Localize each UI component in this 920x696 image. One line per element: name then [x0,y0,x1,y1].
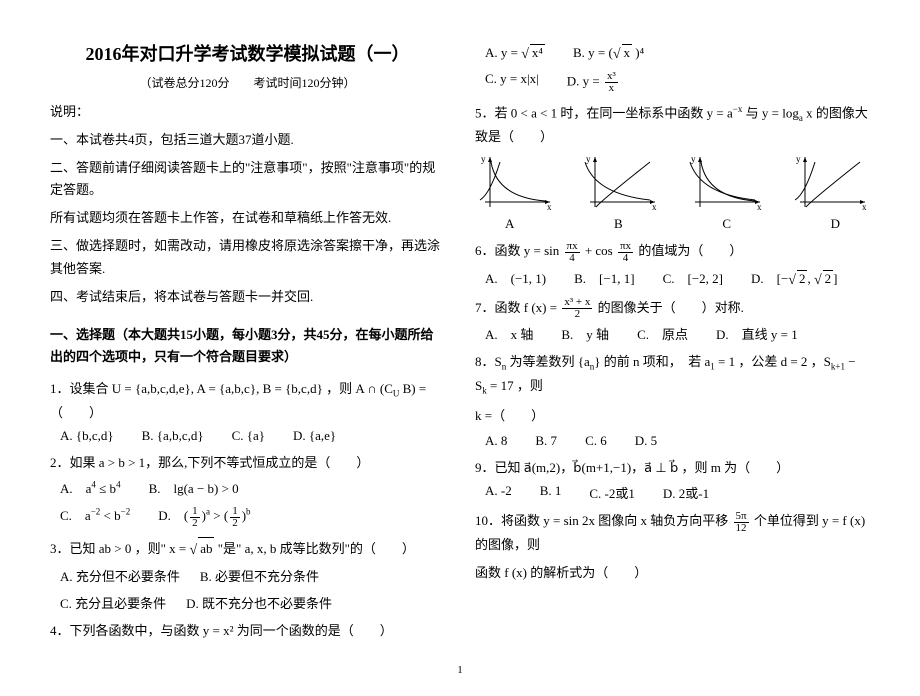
opt: A. {b,c,d} [60,428,114,444]
opt: B. 1 [540,483,562,502]
section-heading: 一、选择题（本大题共15小题，每小题3分，共45分，在每小题所给出的四个选项中，… [50,324,445,368]
q8-stem: 8．Sn 为等差数列 {an} 的前 n 项和， 若 a1 = 1 ，公差 d … [475,351,870,399]
q5-graphs: xy xy xy xy [475,152,870,212]
q3-stem: 3．已知 ab > 0 ，则" x = √ab "是" a, x, b 成等比数… [50,537,445,563]
opt: B. [−1, 1] [574,268,634,289]
q2-stem: 2．如果 a > b > 1，那么,下列不等式恒成立的是（ ） [50,452,445,474]
opt: D. 5 [635,433,657,449]
opt: D. 2或-1 [663,483,709,502]
subtitle: （试卷总分120分 考试时间120分钟） [50,74,445,91]
intro-line: 三、做选择题时，如需改动，请用橡皮将原选涂答案擦干净，再选涂其他答案. [50,235,445,279]
intro-line: 二、答题前请仔细阅读答题卡上的"注意事项"，按照"注意事项"的规定答题。 [50,157,445,201]
opt: A. (−1, 1) [485,268,546,289]
graph-c: xy [685,152,765,212]
page-number: 1 [50,664,870,676]
opt: C. a−2 < b−2 [60,505,130,529]
q3-options: A. 充分但不必要条件 B. 必要但不充分条件 [60,566,445,585]
opt: C. y = x|x| [485,71,539,94]
opt: C. 6 [585,433,607,449]
q7-stem: 7．函数 f (x) = x³ + x2 的图像关于（ ）对称. [475,297,870,321]
q10-line2: 函数 f (x) 的解析式为（ ） [475,562,870,584]
opt: C. 充分且必要条件 [60,593,166,612]
opt: A. -2 [485,483,512,502]
svg-text:x: x [757,202,762,212]
svg-text:y: y [481,154,486,164]
opt: B. y = (√x )⁴ [573,44,644,63]
page-title: 2016年对口升学考试数学模拟试题（一） [50,40,445,66]
q9-stem: 9．已知 a⃗(m,2)，b⃗(m+1,−1)，a⃗ ⊥ b⃗ ，则 m 为（ … [475,457,870,479]
opt: D. 直线 y = 1 [716,324,798,343]
opt: B. lg(a − b) > 0 [149,478,239,497]
opt: D. y = x³x [567,71,620,94]
opt: B. 7 [535,433,557,449]
graph-b: xy [580,152,660,212]
opt: A [505,216,514,232]
q1-options: A. {b,c,d} B. {a,b,c,d} C. {a} D. {a,e} [60,428,445,444]
opt: C. -2或1 [589,483,635,502]
opt: A. a4 ≤ b4 [60,478,121,497]
opt: D. {a,e} [293,428,336,444]
opt: C [722,216,731,232]
q8-kline: k =（ ） [475,405,870,427]
svg-text:x: x [547,202,552,212]
opt: A. x 轴 [485,324,533,343]
q2-options2: C. a−2 < b−2 D. (12)a > (12)b [60,505,445,529]
q5-stem: 5．若 0 < a < 1 时，在同一坐标系中函数 y = a−x 与 y = … [475,102,870,148]
opt: D. 既不充分也不必要条件 [186,593,332,612]
q4-options: A. y = √x⁴ B. y = (√x )⁴ [485,44,870,63]
q6-stem: 6．函数 y = sin πx4 + cos πx4 的值域为（ ） [475,240,870,264]
q6-options: A. (−1, 1) B. [−1, 1] C. [−2, 2] D. [−√2… [485,268,870,289]
opt: B. {a,b,c,d} [142,428,204,444]
q1-stem: 1．设集合 U = {a,b,c,d,e}, A = {a,b,c}, B = … [50,378,445,424]
q8-options: A. 8 B. 7 C. 6 D. 5 [485,433,870,449]
q7-options: A. x 轴 B. y 轴 C. 原点 D. 直线 y = 1 [485,324,870,343]
graph-a: xy [475,152,555,212]
svg-text:y: y [691,154,696,164]
q10-stem: 10．将函数 y = sin 2x 图像向 x 轴负方向平移 5π12 个单位得… [475,510,870,556]
intro-line: 四、考试结束后，将本试卷与答题卡一并交回. [50,286,445,308]
q4-options2: C. y = x|x| D. y = x³x [485,71,870,94]
opt: A. 8 [485,433,507,449]
intro-line: 所有试题均须在答题卡上作答，在试卷和草稿纸上作答无效. [50,207,445,229]
opt: C. 原点 [637,324,688,343]
opt: D. [−√2, √2] [751,268,838,289]
opt: D. (12)a > (12)b [158,505,250,529]
opt: B [614,216,623,232]
svg-text:y: y [586,154,591,164]
intro-line: 一、本试卷共4页，包括三道大题37道小题. [50,129,445,151]
q3-options2: C. 充分且必要条件 D. 既不充分也不必要条件 [60,593,445,612]
opt: B. y 轴 [561,324,609,343]
svg-text:x: x [862,202,867,212]
svg-text:y: y [796,154,801,164]
q5-labels: A B C D [505,216,840,232]
opt: D [831,216,840,232]
q2-options: A. a4 ≤ b4 B. lg(a − b) > 0 [60,478,445,497]
opt: C. {a} [232,428,265,444]
opt: A. y = √x⁴ [485,44,545,63]
opt: B. 必要但不充分条件 [200,566,319,585]
graph-d: xy [790,152,870,212]
q9-options: A. -2 B. 1 C. -2或1 D. 2或-1 [485,483,870,502]
opt: A. 充分但不必要条件 [60,566,180,585]
svg-text:x: x [652,202,657,212]
q4-stem: 4．下列各函数中，与函数 y = x² 为同一个函数的是（ ） [50,620,445,642]
opt: C. [−2, 2] [663,268,723,289]
intro-label: 说明： [50,101,445,123]
